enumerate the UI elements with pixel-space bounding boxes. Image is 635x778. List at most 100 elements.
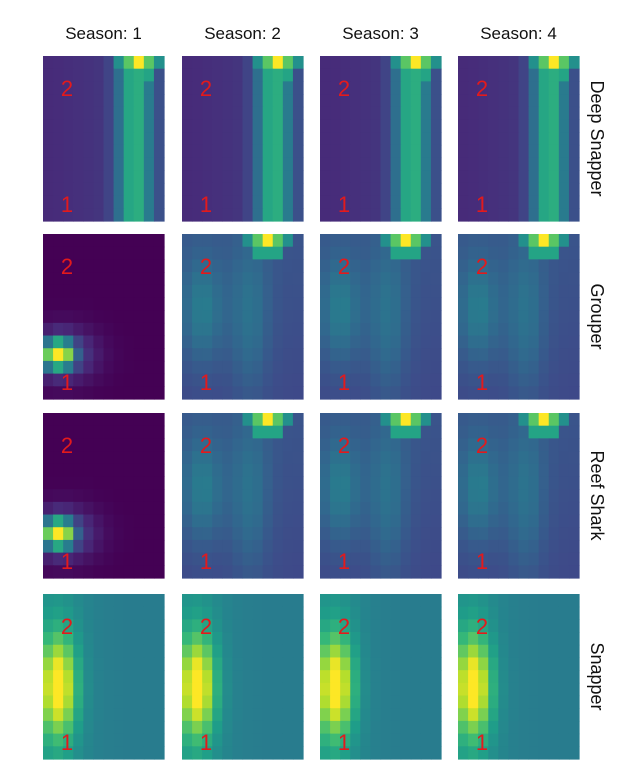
heatmap-cell [212,144,223,159]
heatmap-cell [458,501,469,516]
heatmap-cell [390,144,402,159]
heatmap-cell [508,272,520,286]
heatmap-cell [410,501,422,516]
heatmap-cell [370,56,382,70]
heatmap-cell [113,501,125,516]
heatmap-cell [123,539,135,554]
heatmap-cell [242,733,254,747]
marker-label-top: 2 [338,254,350,279]
heatmap-cell [390,657,402,671]
heatmap-cell [488,413,499,427]
heatmap-cell [430,489,442,503]
heatmap-cell [272,106,284,121]
heatmap-cell [478,682,489,697]
heatmap-cell [282,514,294,528]
heatmap-cell [360,360,372,375]
heatmap-cell [558,170,570,184]
heatmap-cell [232,733,244,747]
heatmap-cell [538,246,550,260]
heatmap-cell [73,657,84,671]
heatmap-cell [272,259,284,273]
heatmap-cell [222,539,234,554]
marker-label-bottom: 1 [476,730,488,755]
heatmap-cell [252,552,264,566]
heatmap-cell [113,106,125,121]
heatmap-cell [558,632,570,646]
heatmap-cell [222,144,234,159]
heatmap-cell [212,106,223,121]
heatmap-cell [292,413,304,427]
heatmap-cell [360,501,372,516]
heatmap-cell [73,284,84,299]
heatmap-cell [518,68,530,82]
heatmap-cell [113,413,125,427]
heatmap-cell [548,297,560,311]
marker-label-bottom: 1 [200,730,212,755]
heatmap-cell [508,246,520,260]
heatmap-cell [558,335,570,349]
heatmap-cell [93,208,105,222]
heatmap-cell [232,476,244,490]
heatmap-cell [508,386,520,400]
heatmap-cell [83,606,95,620]
heatmap-cell [63,94,74,108]
heatmap-cell [488,425,499,439]
heatmap-cell [488,68,499,82]
heatmap-cell [340,119,351,133]
heatmap-cell [53,195,64,209]
heatmap-cell [420,259,432,273]
heatmap-cell [262,501,274,516]
heatmap-cell [113,463,125,478]
heatmap-cell [252,501,264,516]
heatmap-cell [222,413,234,427]
heatmap-cell [153,451,165,465]
heatmap-cell [468,297,479,311]
heatmap-cell [113,94,125,108]
heatmap-cell [153,632,165,646]
heatmap-cell [320,246,331,260]
heatmap-cell [330,208,341,222]
heatmap-cell [143,94,155,108]
heatmap-cell [320,746,331,760]
heatmap-cell [468,284,479,299]
heatmap-cell [123,670,135,684]
marker-label-bottom: 1 [200,549,212,574]
heatmap-cell [350,373,361,387]
heatmap-cell [518,594,530,608]
heatmap-cell [242,94,254,108]
heatmap-cell [93,259,105,273]
heatmap-cell [330,708,341,722]
heatmap-cell [390,195,402,209]
heatmap-cell [43,310,54,324]
heatmap-cell [458,284,469,299]
heatmap-cell [320,501,331,516]
heatmap-cell [478,386,489,400]
heatmap-cell [202,195,213,209]
heatmap-cell [568,695,580,709]
heatmap-cell [528,182,540,197]
heatmap-cell [518,657,530,671]
heatmap-cell [192,708,203,722]
heatmap-cell [103,463,115,478]
heatmap-cell [498,619,510,633]
heatmap-cell [43,56,54,70]
heatmap-cell [320,360,331,375]
heatmap-cell [252,284,264,299]
heatmap-cell [430,119,442,133]
heatmap-cell [568,644,580,659]
heatmap-cell [330,182,341,197]
heatmap-cell [73,438,84,452]
heatmap-cell [320,438,331,452]
marker-label-top: 2 [61,254,73,279]
heatmap-cell [133,310,145,324]
heatmap-cell [272,386,284,400]
heatmap-cell [63,386,74,400]
heatmap-cell [508,619,520,633]
heatmap-cell [330,360,341,375]
heatmap-cell [202,322,213,337]
heatmap-cell [83,68,95,82]
heatmap-cell [222,284,234,299]
heatmap-cell [93,297,105,311]
heatmap-panel: 21 [182,594,304,760]
heatmap-cell [53,106,64,121]
